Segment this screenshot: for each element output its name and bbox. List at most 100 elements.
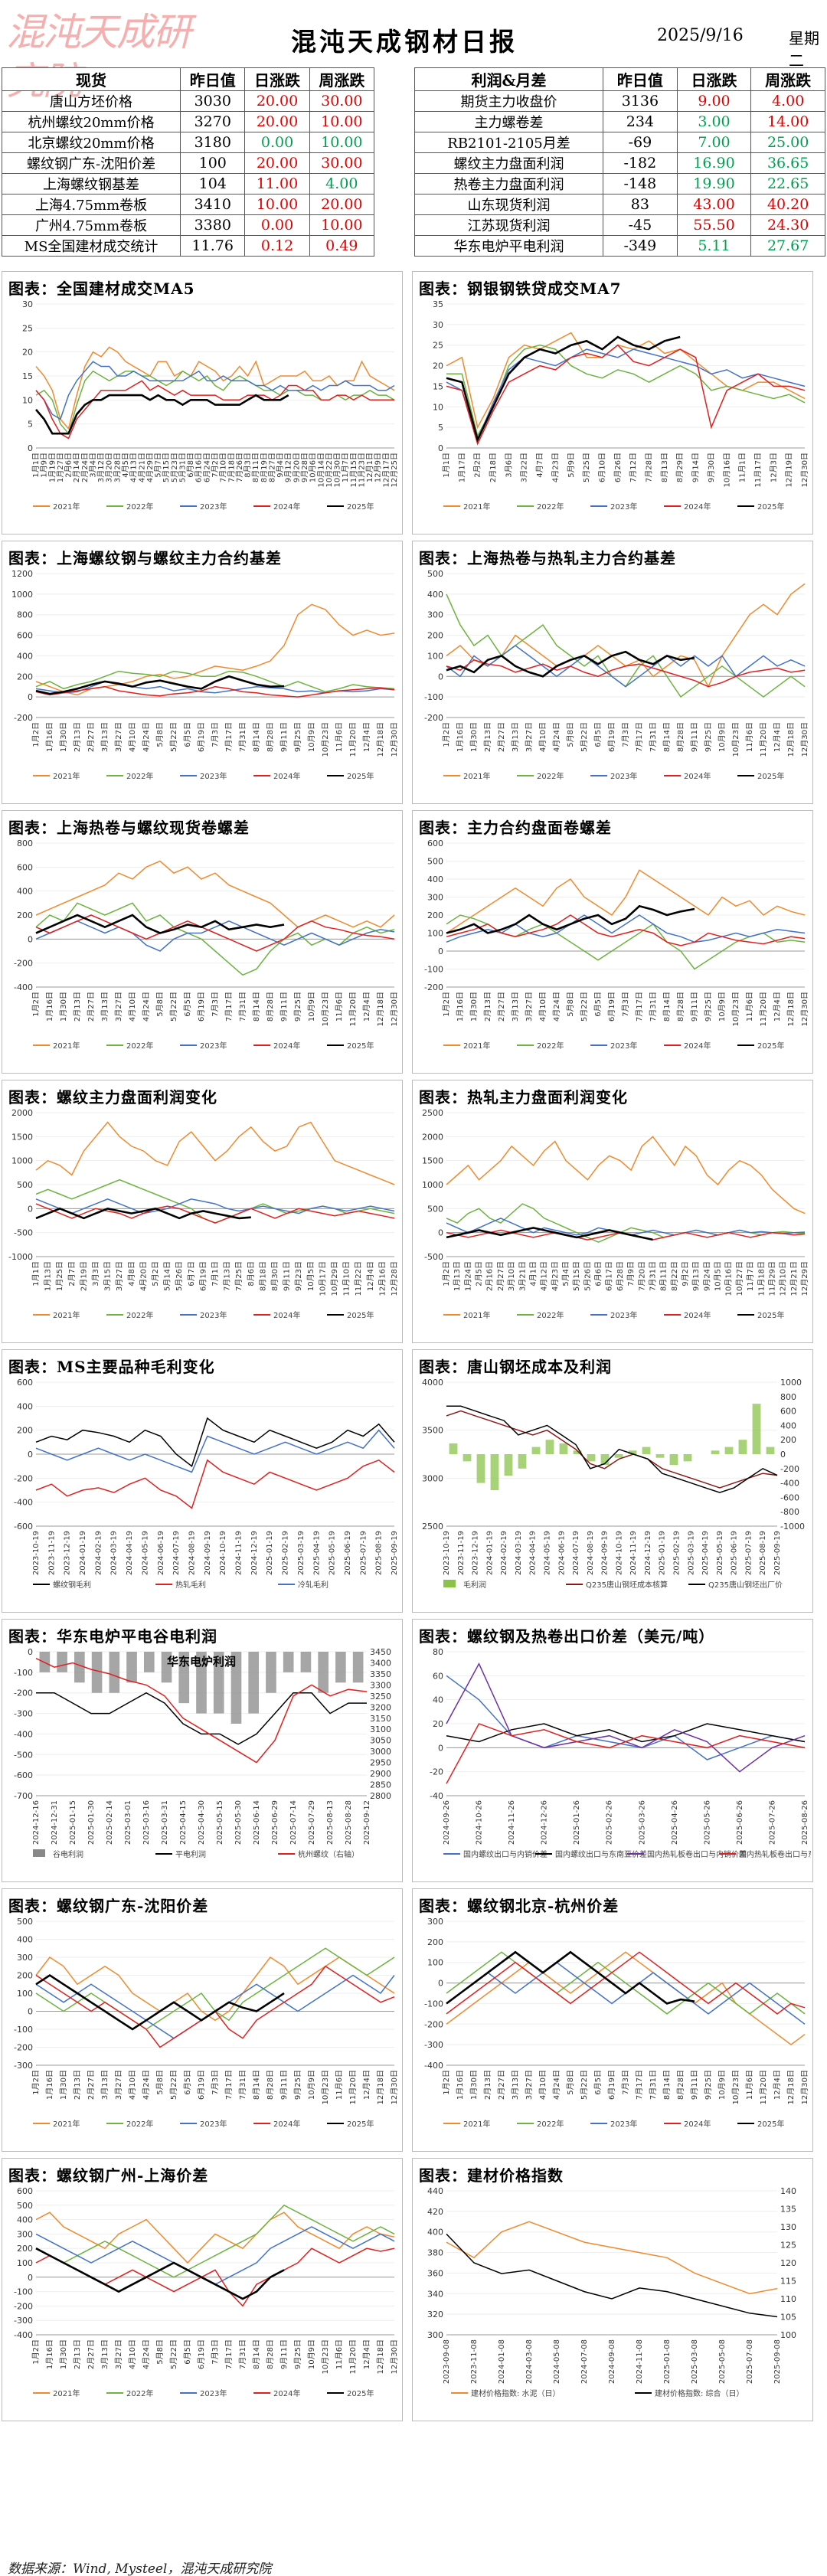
y2-tick-label: 3300 (370, 1680, 391, 1690)
x-tick-label: 11月1日 (738, 453, 747, 482)
bar (490, 1454, 499, 1490)
y-tick-label: 100 (427, 651, 443, 661)
y-tick-label: 340 (427, 2289, 443, 2299)
x-tick-label: 12月21日 (789, 1261, 799, 1296)
x-tick-label: 2025-07-08 (746, 2339, 754, 2384)
x-tick-label: 10月23日 (321, 2070, 330, 2104)
series-line (446, 2221, 778, 2295)
x-tick-label: 11月15日 (349, 453, 358, 487)
y-tick-label: -400 (424, 2061, 443, 2071)
y2-tick-label: 120 (780, 2258, 796, 2268)
x-tick-label: 1月2日 (442, 722, 451, 747)
y-tick-label: 800 (17, 839, 33, 848)
y-tick-label: 500 (427, 857, 443, 867)
x-tick-label: 9月25日 (293, 722, 302, 752)
x-tick-label: 10月14日 (316, 453, 325, 487)
x-tick-label: 2月2日 (473, 453, 482, 478)
x-tick-label: 5月8日 (155, 722, 165, 747)
x-tick-label: 6月7日 (187, 1261, 196, 1286)
x-tick-label: 1月2日 (442, 992, 451, 1017)
row-daily: 20.00 (244, 90, 310, 112)
y-tick-label: 2000 (422, 1132, 443, 1142)
legend-label: 2025年 (757, 502, 784, 512)
x-tick-label: 2025-05-19 (716, 1531, 724, 1575)
y-tick-label: 0 (28, 692, 33, 702)
chart-panel-c9: 图表：MS主要品种毛利变化 -600 -400 -200 0 200 400 600 2023-… (2, 1349, 403, 1613)
bar (109, 1652, 120, 1693)
chart-svg: -200 -100 0 100 200 300 400 500 600 1月2日 1月16日 1月30… (424, 839, 809, 1051)
x-tick-label: 3月27日 (114, 992, 123, 1022)
x-tick-label: 7月12日 (629, 453, 638, 482)
x-tick-label: 7月17日 (635, 722, 644, 752)
legend-label: 2024年 (684, 1310, 711, 1320)
x-tick-label: 5月26日 (583, 1261, 592, 1291)
x-tick-label: 10月23日 (321, 992, 330, 1026)
x-tick-label: 12月18日 (376, 722, 385, 757)
legend-label: 国内热轧板卷出口与内销价差 (647, 1849, 747, 1859)
legend-swatch (33, 1849, 45, 1857)
x-tick-label: 1月1日 (442, 453, 451, 478)
x-tick-label: 2023-12-19 (64, 1531, 72, 1575)
row-weekly: 27.67 (750, 235, 825, 257)
report-header: 混沌天成研究院 混沌天成钢材日报 2025/9/16 星期二 (0, 0, 827, 103)
y-tick-label: 0 (28, 2007, 33, 2017)
x-tick-label: 4月5日 (121, 453, 130, 478)
y-tick-label: -200 (14, 959, 33, 969)
y-tick-label: -200 (14, 713, 33, 723)
row-weekly: 30.00 (309, 90, 375, 112)
x-tick-label: 6月5日 (593, 2070, 603, 2095)
x-tick-label: 2月13日 (73, 2339, 82, 2369)
x-tick-label: 4月24日 (142, 722, 151, 752)
legend-label: 2024年 (273, 1041, 300, 1051)
x-tick-label: 10月16日 (722, 453, 731, 487)
profit-spread-table: 利润&月差 昨日值 日涨跌 周涨跌 期货主力收盘价 3136 9.00 4.00 主力螺… (414, 67, 825, 257)
series-line (35, 2212, 395, 2264)
y-tick-label: 500 (427, 569, 443, 579)
legend-label: 2021年 (53, 771, 80, 781)
x-tick-label: 2025-07-19 (744, 1531, 753, 1575)
row-weekly: 0.49 (309, 235, 375, 257)
x-tick-label: 2025-04-30 (198, 1800, 206, 1845)
y2-tick-label: -600 (780, 1492, 799, 1502)
x-tick-label: 11月20日 (759, 2070, 768, 2104)
y-tick-label: 0 (438, 1228, 443, 1238)
x-tick-label: 8月28日 (676, 2070, 685, 2100)
x-tick-label: 2月16日 (485, 1261, 495, 1291)
y2-tick-label: 600 (780, 1407, 796, 1417)
row-weekly: 10.00 (309, 214, 375, 236)
y2-tick-label: 800 (780, 1392, 796, 1402)
x-tick-label: 2025-08-19 (375, 1531, 384, 1575)
x-tick-label: 11月20日 (348, 2070, 358, 2104)
table-row: 华东电炉平电利润 -349 5.11 27.67 (414, 235, 825, 257)
x-tick-label: 5月8日 (566, 2070, 575, 2095)
x-tick-label: 9月25日 (293, 2070, 302, 2100)
x-tick-label: 9月11日 (279, 2339, 289, 2369)
x-tick-label: 10月9日 (307, 2339, 316, 2369)
y-tick-label: 0 (438, 443, 443, 453)
series-line (35, 361, 395, 420)
legend-label: 2025年 (347, 502, 374, 512)
x-tick-label: 1月16日 (456, 2070, 465, 2100)
legend-label: 2022年 (126, 1041, 153, 1051)
y2-tick-label: 0 (780, 1450, 786, 1460)
x-tick-label: 2024-05-19 (543, 1531, 551, 1575)
x-tick-label: 8月11日 (659, 1261, 668, 1291)
x-tick-label: 10月27日 (735, 1261, 744, 1296)
x-tick-label: 2025-07-29 (308, 1800, 316, 1845)
x-tick-label: 11月6日 (745, 992, 754, 1022)
x-tick-label: 4月10日 (538, 722, 548, 752)
table-row: 广州4.75mm卷板 3380 0.00 10.00 (1, 214, 375, 236)
bar (504, 1454, 513, 1476)
bar (600, 1454, 610, 1466)
y-tick-label: -200 (14, 1473, 33, 1483)
x-tick-label: 6月5日 (183, 2070, 192, 2095)
y2-tick-label: 3200 (370, 1702, 391, 1712)
x-tick-label: 1月2日 (442, 2070, 451, 2095)
x-tick-label: 2025-04-19 (312, 1531, 321, 1575)
y-tick-label: 4000 (422, 1378, 443, 1388)
chart-title: 图表：MS主要品种毛利变化 (8, 1358, 215, 1376)
x-tick-label: 1月24日 (463, 1261, 472, 1291)
x-tick-label: 12月16日 (378, 1261, 387, 1296)
y-tick-label: -200 (14, 1688, 33, 1698)
x-tick-label: 6月19日 (607, 992, 616, 1022)
